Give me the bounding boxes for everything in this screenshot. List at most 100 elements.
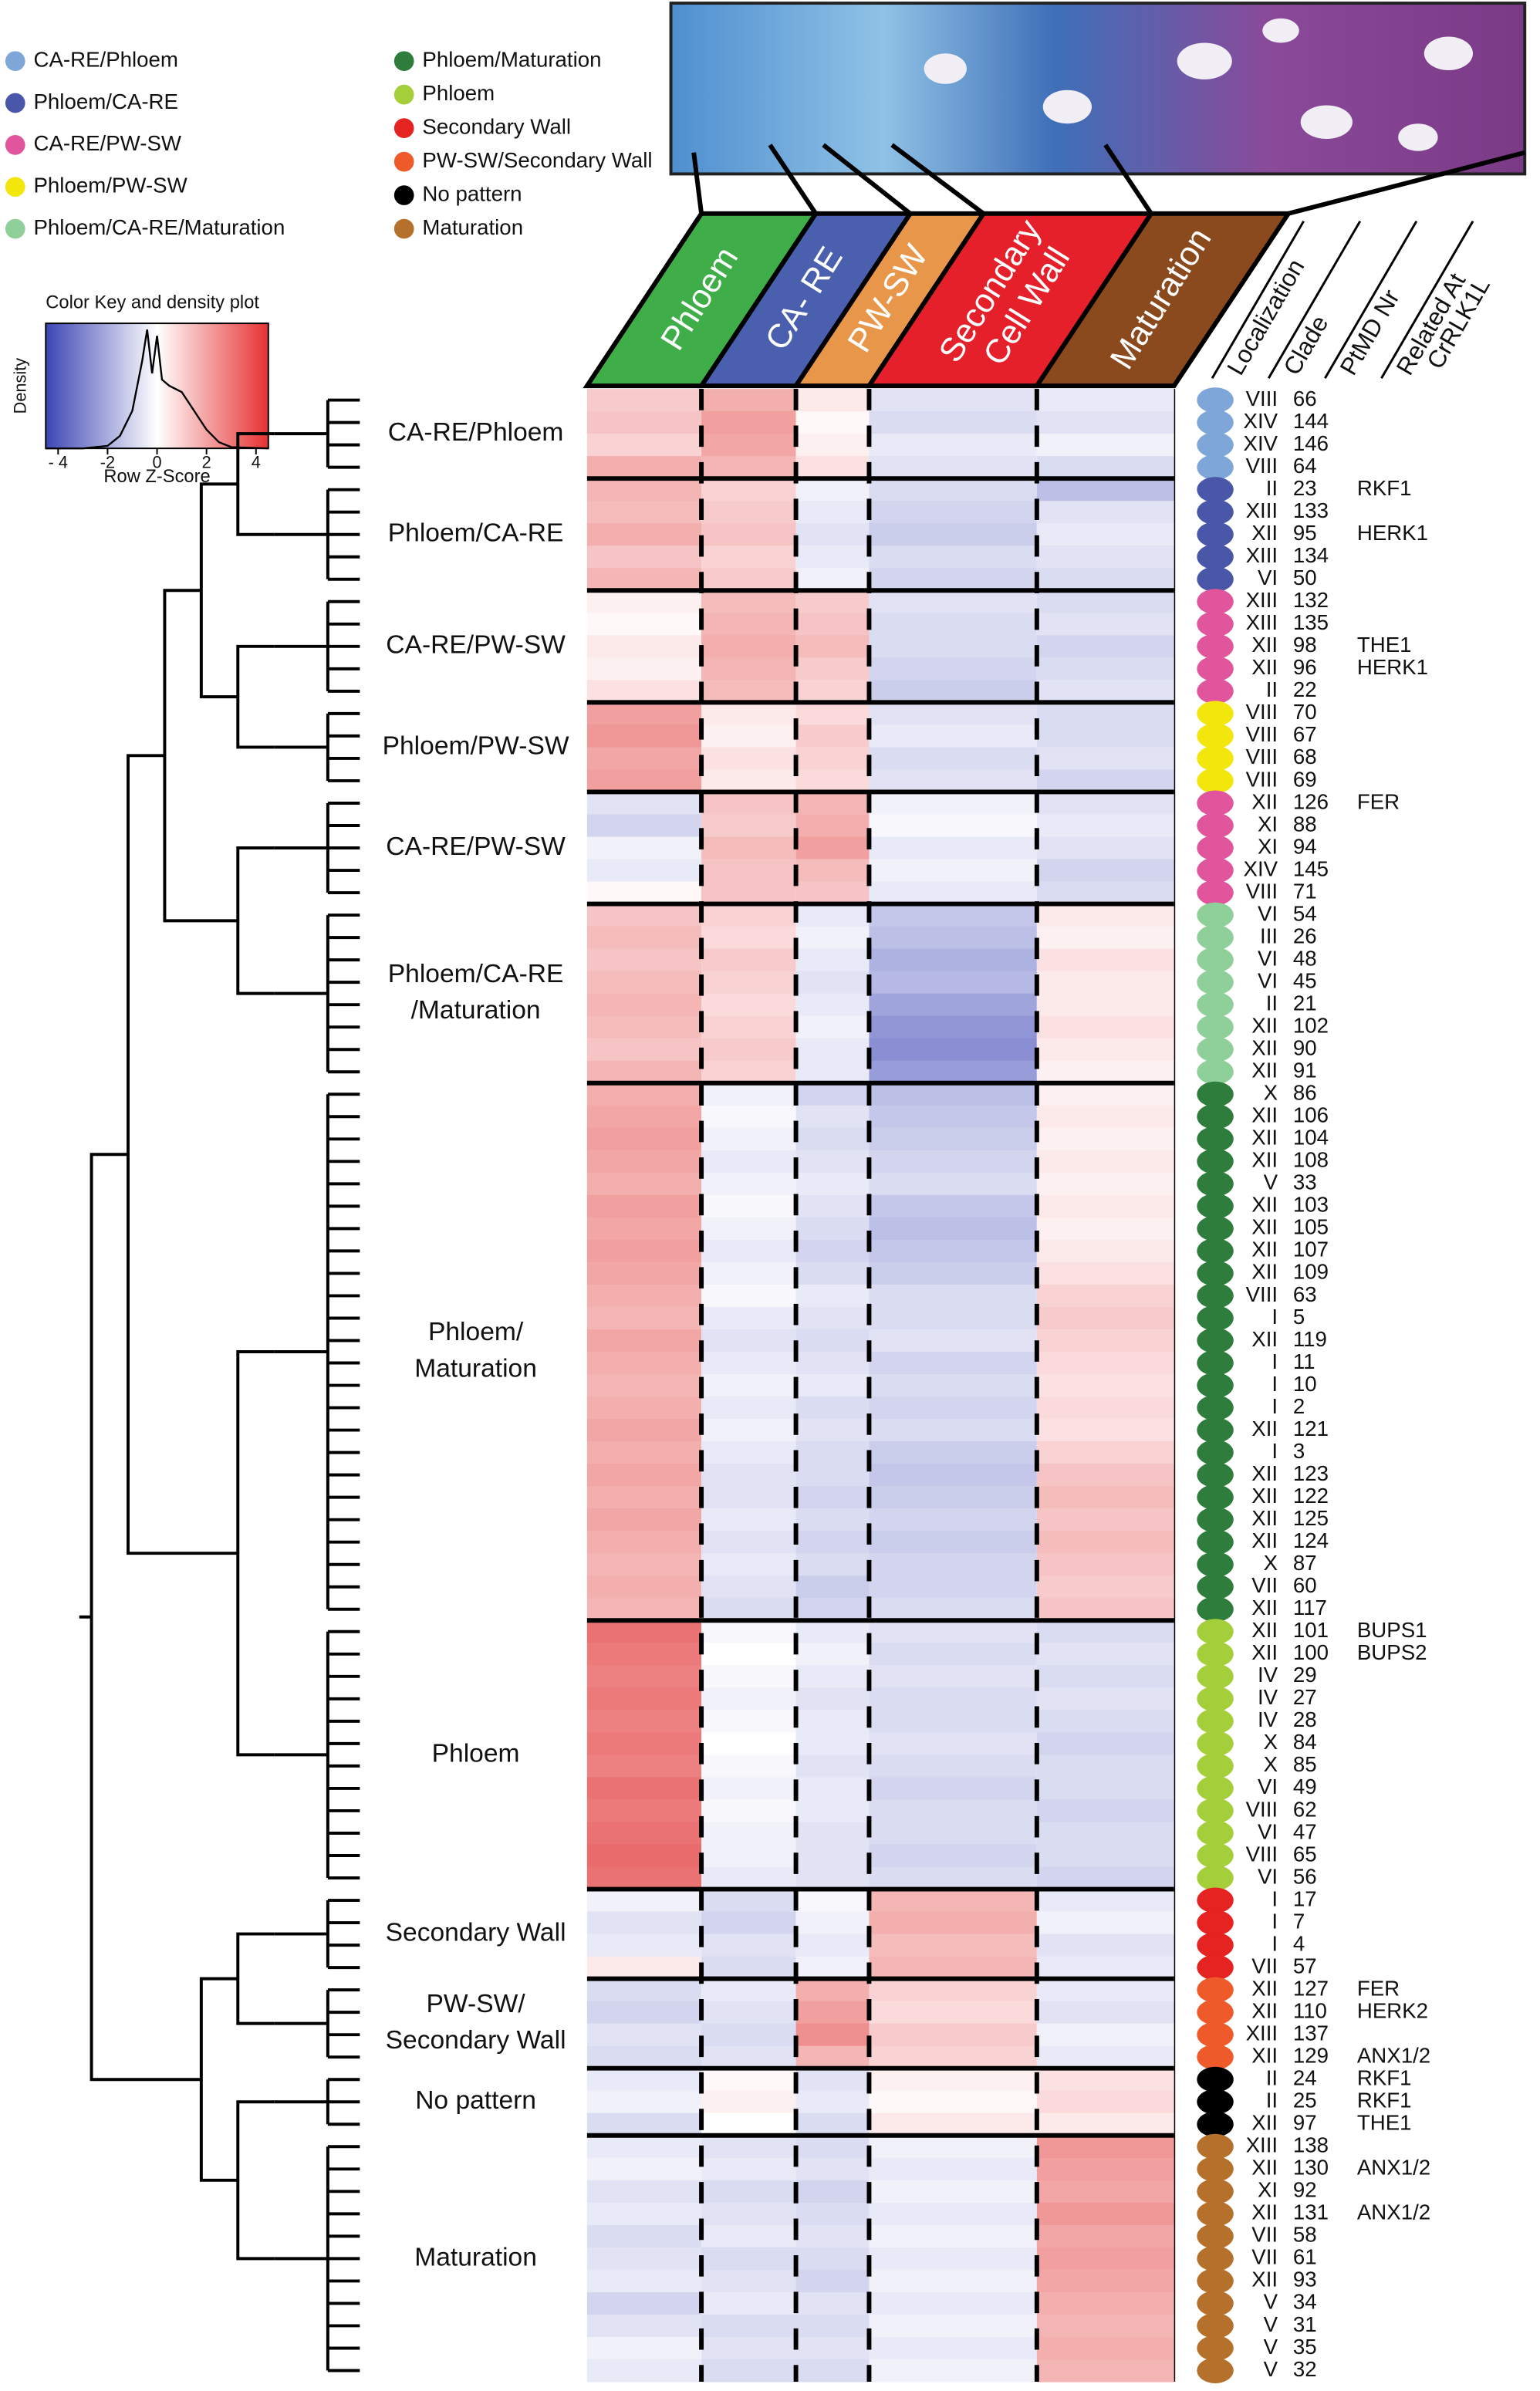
ptmd-nr: 123 [1293,1461,1329,1485]
heat-cell [586,2068,702,2092]
cluster-label: /Maturation [411,996,541,1025]
cluster-label: CA-RE/PW-SW [386,832,566,861]
localization-dot [1197,1238,1234,1264]
heat-cell [869,2157,1037,2181]
heat-cell [869,411,1037,434]
ptmd-nr: 33 [1293,1170,1317,1194]
heat-cell [1036,1956,1174,1980]
heat-cell [701,1015,796,1039]
heat-cell [701,389,796,412]
heat-cell [701,1194,796,1218]
related: FER [1357,1976,1400,2000]
heat-cell [1036,1441,1174,1464]
heat-cell [1036,1978,1174,2002]
heat-cell [586,657,702,680]
heat-cell [1036,1665,1174,1688]
heat-cell [795,2045,870,2069]
heat-cell [869,1956,1037,1980]
heat-cell [586,926,702,950]
clade: XII [1251,1417,1278,1440]
heat-cell [795,1620,870,1643]
heat-cell [1036,971,1174,995]
ptmd-nr: 117 [1293,1596,1327,1619]
ptmd-nr: 10 [1293,1372,1317,1396]
heat-cell [701,1105,796,1129]
localization-dot [1197,1350,1234,1376]
heat-cell [869,1329,1037,1353]
heat-cell [869,2336,1037,2360]
heat-cell [701,1710,796,1733]
heat-cell [795,1015,870,1039]
heat-cell [795,1687,870,1711]
heat-cell [795,1329,870,1353]
clade: XII [1251,1215,1278,1239]
localization-dot [1197,1036,1234,1062]
heat-cell [586,1978,702,2002]
heat-cell [701,769,796,793]
ptmd-nr: 98 [1293,633,1317,657]
column-rule [1267,220,1362,379]
clade: I [1272,1349,1278,1373]
clade: I [1272,1394,1278,1418]
legend-label: Phloem [422,81,495,105]
heat-cell [586,2112,702,2136]
ptmd-nr: 28 [1293,1707,1317,1731]
heat-cell [869,2314,1037,2338]
localization-dot [1197,1103,1234,1130]
ptmd-nr: 25 [1293,2089,1317,2112]
clade: XII [1251,789,1278,813]
ptmd-nr: 23 [1293,476,1317,500]
ptmd-nr: 110 [1293,1998,1327,2022]
heat-cell [586,1150,702,1174]
heat-cell [1036,1329,1174,1353]
heat-cell [869,948,1037,972]
heat-cell [1036,1374,1174,1397]
clade: V [1264,2312,1278,2336]
localization-dot [1197,2335,1234,2361]
ptmd-nr: 101 [1293,1618,1329,1642]
clade: XII [1251,1148,1278,1172]
heat-cell [795,903,870,927]
key-title: Color Key and density plot [46,293,259,313]
heat-cell [869,2247,1037,2271]
localization-dot [1197,790,1234,816]
heat-cell [869,2224,1037,2248]
localization-dot [1197,566,1234,593]
heat-cell [869,1038,1037,1062]
localization-dot [1197,2358,1234,2383]
localization-dot [1197,1775,1234,1802]
localization-dot [1197,2290,1234,2316]
heat-cell [701,1060,796,1084]
heat-cell [869,2112,1037,2136]
heat-cell [586,501,702,524]
dendro [236,2100,275,2261]
key-xlabel: Row Z-Score [103,467,210,487]
heat-cell [795,1889,870,1913]
heat-cell [586,478,702,502]
heat-cell [869,881,1037,905]
heat-cell [869,2045,1037,2069]
heat-cell [586,1329,702,1353]
heat-cell [701,2068,796,2092]
heat-cell [1036,1911,1174,1935]
heat-cell [701,501,796,524]
clade: VIII [1246,454,1278,478]
column-rule [1211,220,1305,379]
clade: XII [1251,521,1278,545]
clade: XII [1251,1484,1278,1508]
ptmd-nr: 87 [1293,1551,1317,1575]
heat-cell [701,2314,796,2338]
heat-cell [1036,1933,1174,1957]
localization-dot [1197,1552,1234,1578]
ptmd-nr: 126 [1293,789,1329,813]
heat-cell [795,2314,870,2338]
localization-dot [1197,701,1234,727]
heat-cell [701,2135,796,2159]
cluster-label: Phloem [432,1739,520,1768]
localization-dot [1197,1014,1234,1040]
heat-cell [586,1105,702,1129]
heat-cell [869,1866,1037,1890]
heat-cell [586,1217,702,1241]
heat-cell [795,1575,870,1599]
heat-cell [869,1822,1037,1846]
